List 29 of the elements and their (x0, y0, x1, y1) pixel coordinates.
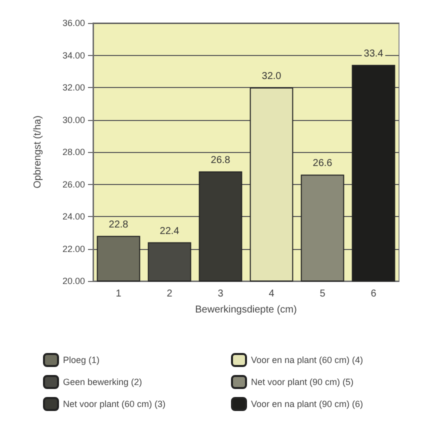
x-tick-label: 3 (218, 288, 224, 300)
y-tick-label: 24.00 (62, 212, 85, 222)
x-tick-label: 2 (166, 288, 173, 300)
y-tick-label: 26.00 (62, 179, 85, 190)
y-tick-label: 28.00 (62, 147, 85, 157)
y-tick-label: 36.00 (62, 18, 85, 28)
x-tick-label: 5 (320, 288, 326, 300)
y-tick-label: 32.00 (62, 82, 85, 92)
x-axis-title: Bewerkingsdiepte (cm) (195, 304, 297, 316)
data-label: 26.6 (312, 158, 333, 170)
legend-label: Voor en na plant (90 cm) (6) (251, 399, 364, 409)
y-tick-label: 30.00 (62, 114, 85, 125)
x-tick-label: 4 (268, 288, 275, 300)
legend-label: Ploeg (1) (63, 355, 100, 365)
y-tick-label: 22.00 (62, 244, 85, 254)
data-label: 32.0 (262, 71, 282, 82)
data-label: 33.4 (364, 48, 384, 60)
y-tick-label: 34.00 (62, 50, 85, 60)
x-tick-label: 6 (370, 288, 377, 300)
data-label: 26.8 (210, 154, 231, 166)
data-label: 22.8 (108, 219, 129, 230)
y-tick-label: 20.00 (62, 276, 85, 286)
legend-label: Net voor plant (60 cm) (3) (63, 399, 166, 409)
legend-label: Net voor plant (90 cm) (5) (251, 377, 354, 387)
data-label: 22.4 (160, 226, 180, 237)
legend-label: Voor en na plant (60 cm) (4) (251, 355, 364, 365)
y-axis-title: Opbrengst (t/ha) (32, 116, 44, 188)
x-tick-label: 1 (116, 288, 122, 300)
legend-label: Geen bewerking (2) (63, 377, 142, 387)
